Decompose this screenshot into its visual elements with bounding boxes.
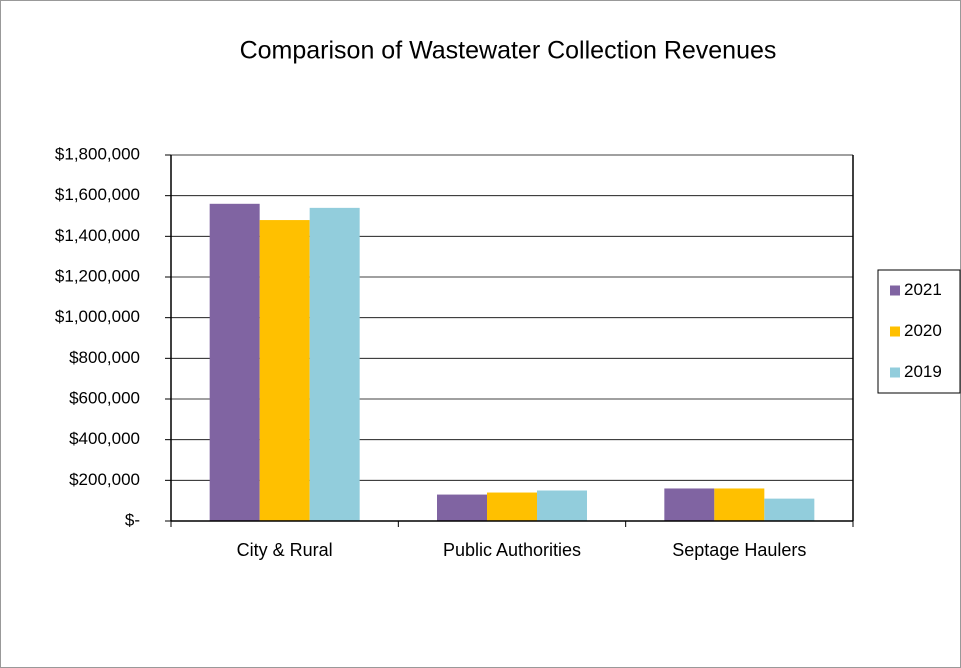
legend-label: 2019 [904,362,942,381]
legend-swatch [890,326,900,337]
y-tick-label: $- [125,510,140,529]
chart-title: Comparison of Wastewater Collection Reve… [240,37,777,65]
x-tick-label: Public Authorities [443,540,581,560]
legend-label: 2021 [904,280,942,299]
y-tick-label: $200,000 [69,470,140,489]
bar [309,207,360,521]
y-tick-label: $1,200,000 [55,266,140,285]
legend-label: 2020 [904,321,942,340]
bar [209,203,260,522]
y-tick-label: $1,000,000 [55,307,140,326]
y-tick-label: $800,000 [69,348,140,367]
bar [437,494,487,521]
y-tick-label: $1,800,000 [55,144,140,163]
y-tick-label: $600,000 [69,388,140,407]
bar [259,220,310,522]
bar [714,488,765,521]
legend-swatch [890,367,900,378]
bar [664,488,715,521]
legend-swatch [890,285,900,296]
x-tick-label: Septage Haulers [672,540,806,560]
y-tick-label: $1,400,000 [55,226,140,245]
bar [537,490,587,521]
x-tick-label: City & Rural [237,540,333,560]
bar [487,492,537,521]
bar [764,498,815,521]
y-tick-label: $1,600,000 [55,185,140,204]
y-tick-label: $400,000 [69,429,140,448]
